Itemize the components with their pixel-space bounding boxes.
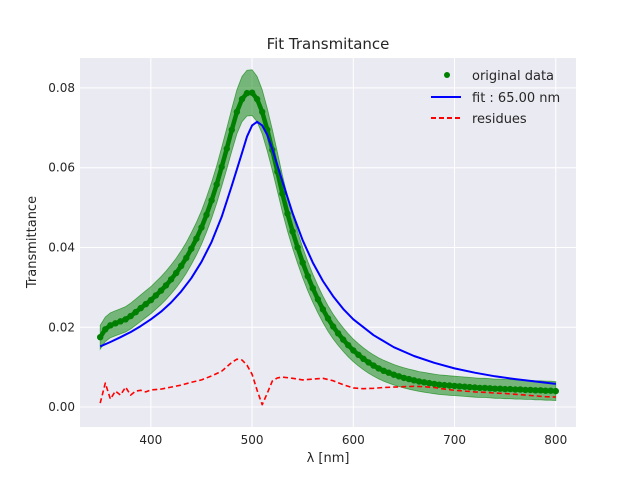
x-tick-label: 600 [342, 433, 365, 447]
residues-line [99, 358, 556, 406]
legend-marker-original-data [444, 72, 450, 78]
series-layer [97, 89, 559, 406]
x-tick-label: 400 [139, 433, 162, 447]
y-tick-label: 0.08 [48, 81, 75, 95]
y-tick-label: 0.02 [48, 320, 75, 334]
original-data-trace [98, 90, 556, 394]
legend-label-fit: fit : 65.00 nm [472, 91, 560, 106]
legend-label-original-data: original data [472, 69, 554, 84]
x-axis-label: λ [nm] [307, 451, 350, 466]
legend: original data fit : 65.00 nm residues [431, 69, 560, 127]
legend-label-residues: residues [472, 112, 527, 127]
chart-title: Fit Transmitance [267, 35, 390, 53]
tick-labels: 400 500 600 700 800 0.00 0.02 0.04 0.06 0.08 [48, 81, 567, 447]
x-tick-label: 700 [443, 433, 466, 447]
y-tick-label: 0.06 [48, 161, 75, 175]
x-tick-label: 500 [241, 433, 264, 447]
y-axis-label: Transmittance [25, 196, 40, 289]
fit-line [99, 120, 556, 385]
plot-area [80, 58, 576, 427]
x-tick-label: 800 [544, 433, 567, 447]
y-tick-label: 0.00 [48, 400, 75, 414]
series-original-data [97, 89, 559, 395]
uncertainty-band [99, 69, 557, 402]
original-data-band [99, 69, 557, 402]
y-tick-label: 0.04 [48, 240, 75, 254]
